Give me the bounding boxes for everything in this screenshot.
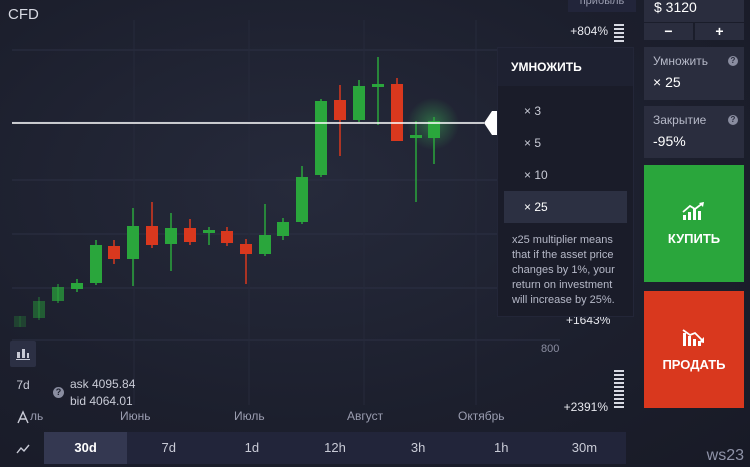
candle-body: [165, 228, 177, 244]
ask-price: ask 4095.84: [70, 377, 136, 391]
timeframe-1h[interactable]: 1h: [494, 440, 509, 455]
candle-body: [240, 244, 252, 254]
trade-panel: $ 3120 − + Умножить × 25 ? Закрытие -95%…: [636, 0, 750, 467]
multiplier-dropdown: УМНОЖИТЬ × 3 × 5 × 10 × 25 x25 multiplie…: [497, 47, 634, 317]
candle-body: [334, 100, 346, 120]
x-axis-label: ль: [30, 409, 44, 423]
multiplier-value: × 25: [653, 74, 681, 90]
buy-button[interactable]: КУПИТЬ: [644, 165, 744, 282]
candle-body: [410, 135, 422, 138]
candle-body: [391, 84, 403, 141]
indicator-icon[interactable]: [10, 436, 36, 462]
scale-ticks-top: [614, 24, 624, 44]
x-axis-label: Июль: [234, 409, 265, 423]
scale-label-bottom: +2391%: [563, 400, 608, 414]
price-chart[interactable]: [0, 0, 640, 467]
candle-body: [108, 246, 120, 259]
candlestick-chart: [12, 20, 560, 405]
multiplier-label: Умножить: [653, 54, 708, 68]
candle-body: [33, 301, 45, 318]
x-axis-label: Октябрь: [458, 409, 505, 423]
timeframe-30m[interactable]: 30m: [571, 440, 598, 455]
candle-body: [71, 283, 83, 289]
multiplier-option-25[interactable]: × 25: [504, 191, 627, 223]
timeframe-3h[interactable]: 3h: [410, 440, 426, 455]
investment-input[interactable]: $ 3120: [644, 0, 744, 22]
candle-body: [90, 245, 102, 283]
candle-body: [372, 84, 384, 87]
multiplier-field[interactable]: Умножить × 25 ?: [644, 47, 744, 100]
candle-body: [277, 222, 289, 236]
multiplier-dropdown-title: УМНОЖИТЬ: [498, 48, 633, 86]
candle-body: [353, 86, 365, 120]
x-axis-label: Август: [347, 409, 384, 423]
investment-stepper: − +: [644, 23, 744, 40]
multiplier-option-10[interactable]: × 10: [524, 168, 548, 182]
candle-body: [184, 228, 196, 242]
candle-body: [428, 121, 440, 138]
candle-body: [259, 235, 271, 254]
app-title: CFD: [8, 6, 39, 23]
candle-body: [203, 230, 215, 233]
sell-label: ПРОДАТЬ: [662, 357, 726, 372]
close-field[interactable]: Закрытие -95% ?: [644, 106, 744, 158]
close-value: -95%: [653, 133, 686, 149]
increase-button[interactable]: +: [695, 23, 744, 40]
timeframe-7d[interactable]: 7d: [161, 440, 176, 455]
help-icon[interactable]: ?: [728, 56, 738, 66]
candle-body: [52, 287, 64, 301]
trend-down-icon: [682, 329, 704, 346]
x-axis-label: Июнь: [120, 409, 151, 423]
scale-ticks-bottom: [614, 370, 624, 410]
decrease-button[interactable]: −: [644, 23, 693, 40]
period-7d-button[interactable]: 7d: [16, 378, 30, 392]
buy-label: КУПИТЬ: [667, 231, 721, 246]
multiplier-option-3[interactable]: × 3: [524, 104, 542, 118]
timeframe-bar: 30d 7d 1d 12h 3h 1h 30m: [44, 432, 626, 464]
sell-button[interactable]: ПРОДАТЬ: [644, 291, 744, 408]
close-label: Закрытие: [653, 113, 707, 127]
timeframe-1d[interactable]: 1d: [244, 440, 260, 455]
multiplier-option-5[interactable]: × 5: [524, 136, 542, 150]
multiplier-description: x25 multiplier means that if the asset p…: [512, 234, 615, 306]
candle-body: [221, 231, 233, 243]
candle-body: [127, 226, 139, 259]
help-icon[interactable]: ?: [728, 115, 738, 125]
help-icon[interactable]: ?: [53, 387, 64, 398]
candle-body: [14, 316, 26, 327]
drawing-icon[interactable]: [10, 404, 36, 430]
candle-body: [146, 226, 158, 245]
timeframe-12h[interactable]: 12h: [324, 440, 346, 455]
profit-label: прибыль: [568, 0, 636, 12]
candle-body: [296, 177, 308, 222]
current-price-marker: [484, 111, 497, 135]
watermark: ws23: [706, 447, 744, 464]
candle-body: [315, 101, 327, 175]
scale-label-top: +804%: [570, 24, 608, 38]
trend-up-icon: [682, 202, 704, 220]
grid-value-label: 800: [541, 343, 560, 355]
bid-price: bid 4064.01: [70, 394, 133, 408]
timeframe-30d[interactable]: 30d: [44, 432, 128, 464]
ask-bid-info: ? ask 4095.84 bid 4064.01: [53, 376, 135, 410]
chart-type-icon[interactable]: [10, 341, 36, 367]
